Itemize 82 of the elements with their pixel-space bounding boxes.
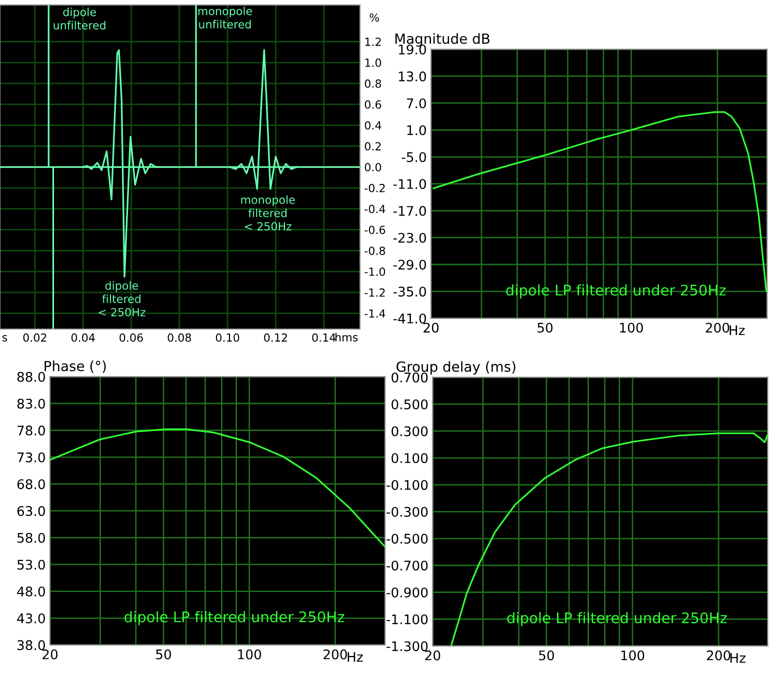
y-tick-label: 7.0 (406, 98, 426, 108)
y-tick-label: 53.0 (17, 560, 45, 570)
x-tick-label: 100 (620, 322, 643, 333)
y-tick-label: 0.8 (364, 79, 382, 88)
y-tick-label: -1.2 (364, 288, 385, 297)
annotation: dipole LP filtered under 250Hz (124, 611, 344, 626)
annotation: monopole filtered < 250Hz (241, 195, 295, 231)
y-tick-label: 1.0 (407, 125, 426, 136)
x-tick-label: 50 (539, 650, 554, 660)
y-axis-title: Group delay (ms) (396, 361, 516, 375)
y-tick-label: -0.900 (386, 587, 428, 598)
y-tick-label: -29.0 (393, 260, 426, 270)
y-tick-label: -0.6 (364, 226, 386, 234)
annotation: dipole LP filtered under 250Hz (506, 284, 726, 298)
y-tick-label: 1.0 (365, 58, 382, 67)
y-tick-label: 0.500 (392, 399, 428, 410)
y-tick-label: 0.4 (364, 121, 382, 130)
y-axis-title: Phase (°) (44, 360, 106, 373)
y-tick-label: 0.2 (364, 142, 381, 150)
y-tick-label: 48.0 (17, 586, 45, 597)
y-tick-label: -0.500 (386, 534, 428, 544)
x-tick-label: 0.06 (120, 333, 143, 342)
y-tick-label: -11.0 (393, 179, 426, 189)
x-tick-label: 20 (424, 322, 439, 333)
x-tick-label: 20 (42, 649, 58, 660)
y-tick-label: -1.300 (386, 641, 428, 652)
y-tick-label: 0.100 (392, 453, 428, 464)
y-tick-label: 43.0 (17, 613, 45, 624)
annotation: monopole unfiltered (198, 6, 252, 29)
x-tick-label: 0.12 (264, 333, 287, 342)
y-tick-label: -1.0 (364, 267, 386, 276)
x-tick-label: 20 (425, 650, 440, 660)
x-tick-label: 0.02 (23, 333, 46, 342)
x-tick-label: 50 (538, 322, 553, 333)
y-tick-label: 83.0 (17, 398, 45, 409)
y-tick-label: -0.4 (364, 204, 386, 214)
y-tick-label: -5.0 (402, 152, 426, 162)
y-tick-label: 58.0 (17, 532, 45, 543)
annotation: dipole filtered < 250Hz (98, 281, 146, 316)
x-tick-label: 0.04 (71, 333, 95, 342)
y-tick-label: 0.6 (364, 100, 382, 109)
y-tick-label: -1.100 (386, 614, 428, 624)
x-axis-title: Hz (348, 652, 363, 662)
x-tick-label: 0.08 (168, 333, 191, 342)
y-tick-label: -0.8 (364, 246, 386, 255)
x-tick-label: 200 (706, 322, 730, 333)
y-tick-label: -0.100 (386, 480, 428, 490)
x-tick-label: 100 (238, 649, 262, 660)
y-tick-label: 38.0 (17, 640, 45, 650)
y-tick-label: -1.4 (364, 309, 386, 318)
annotation: dipole unfiltered (54, 8, 106, 30)
text: s (2, 335, 8, 342)
y-tick-label: 88.0 (17, 372, 45, 382)
x-axis-title: Hz (730, 325, 745, 336)
y-tick-label: 78.0 (18, 426, 45, 436)
y-tick-label: 73.0 (18, 452, 45, 462)
y-tick-label: -35.0 (393, 286, 426, 297)
x-tick-label: 50 (156, 649, 172, 660)
x-tick-label: 100 (621, 650, 644, 660)
x-axis-title: Hz (730, 653, 746, 663)
y-tick-label: 13.0 (398, 71, 426, 82)
y-tick-label: 0.0 (364, 162, 382, 172)
y-tick-label: -0.700 (386, 560, 428, 571)
y-tick-label: 68.0 (17, 479, 45, 490)
y-tick-label: 19.0 (398, 44, 426, 55)
y-axis-title: Magnitude dB (395, 33, 490, 47)
y-tick-label: -17.0 (393, 206, 426, 216)
y-tick-label: 1.2 (365, 38, 381, 46)
x-tick-label: 0.14 (312, 333, 336, 342)
x-tick-label: 200 (324, 649, 347, 660)
y-tick-label: 63.0 (17, 506, 45, 516)
y-axis-title: % (370, 13, 380, 22)
y-tick-label: 0.300 (392, 426, 428, 436)
y-tick-label: 0.700 (392, 372, 428, 382)
x-axis-title: hms (336, 332, 358, 342)
y-tick-label: -0.2 (364, 184, 385, 192)
y-tick-label: -23.0 (393, 232, 426, 243)
y-tick-label: -0.300 (386, 506, 428, 517)
annotation: dipole LP filtered under 250Hz (507, 612, 727, 626)
x-tick-label: 0.10 (216, 333, 240, 342)
y-tick-label: -41.0 (393, 314, 426, 324)
x-tick-label: 200 (706, 650, 730, 660)
